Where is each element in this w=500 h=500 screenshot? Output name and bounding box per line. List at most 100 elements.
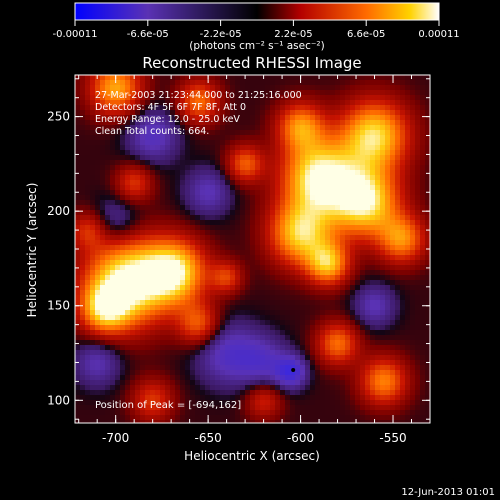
heatmap-cell	[220, 115, 226, 121]
heatmap-cell	[85, 225, 91, 231]
heatmap-cell	[215, 165, 221, 171]
heatmap-cell	[225, 95, 231, 101]
heatmap-cell	[95, 225, 101, 231]
heatmap-cell	[355, 415, 361, 421]
heatmap-cell	[210, 165, 216, 171]
heatmap-cell	[300, 75, 306, 81]
heatmap-cell	[100, 355, 106, 361]
heatmap-cell	[250, 275, 256, 281]
heatmap-cell	[295, 260, 301, 266]
heatmap-cell	[210, 200, 216, 206]
heatmap-cell	[255, 310, 261, 316]
heatmap-cell	[305, 280, 311, 286]
heatmap-cell	[290, 415, 296, 421]
heatmap-cell	[265, 270, 271, 276]
heatmap-cell	[410, 350, 416, 356]
heatmap-cell	[270, 385, 276, 391]
heatmap-cell	[120, 145, 126, 151]
heatmap-cell	[135, 420, 141, 423]
heatmap-cell	[255, 320, 261, 326]
heatmap-cell	[340, 380, 346, 386]
heatmap-cell	[85, 200, 91, 206]
heatmap-cell	[285, 115, 291, 121]
heatmap-cell	[320, 220, 326, 226]
heatmap-cell	[165, 85, 171, 91]
heatmap-cell	[370, 315, 376, 321]
heatmap-cell	[245, 235, 251, 241]
heatmap-cell	[415, 275, 421, 281]
heatmap-cell	[255, 220, 261, 226]
heatmap-cell	[265, 195, 271, 201]
heatmap-cell	[315, 375, 321, 381]
heatmap-cell	[280, 225, 286, 231]
heatmap-cell	[155, 360, 161, 366]
heatmap-cell	[85, 315, 91, 321]
heatmap-cell	[295, 245, 301, 251]
heatmap-cell	[195, 205, 201, 211]
heatmap-cell	[400, 165, 406, 171]
heatmap-cell	[195, 335, 201, 341]
heatmap-cell	[75, 305, 81, 311]
heatmap-cell	[135, 160, 141, 166]
heatmap-cell	[180, 150, 186, 156]
heatmap-cell	[250, 410, 256, 416]
heatmap-cell	[420, 355, 426, 361]
heatmap-cell	[210, 175, 216, 181]
heatmap-cell	[350, 200, 356, 206]
heatmap-cell	[120, 410, 126, 416]
heatmap-cell	[275, 230, 281, 236]
heatmap-cell	[265, 95, 271, 101]
heatmap-cell	[170, 85, 176, 91]
heatmap-cell	[175, 305, 181, 311]
heatmap-cell	[110, 290, 116, 296]
heatmap-cell	[405, 380, 411, 386]
heatmap-cell	[80, 355, 86, 361]
heatmap-cell	[115, 180, 121, 186]
heatmap-cell	[145, 355, 151, 361]
heatmap-cell	[95, 395, 101, 401]
heatmap-cell	[355, 240, 361, 246]
heatmap-cell	[110, 410, 116, 416]
heatmap-cell	[305, 360, 311, 366]
heatmap-cell	[240, 330, 246, 336]
heatmap-cell	[280, 340, 286, 346]
heatmap-cell	[100, 235, 106, 241]
heatmap-cell	[240, 125, 246, 131]
heatmap-cell	[345, 80, 351, 86]
heatmap-cell	[255, 225, 261, 231]
heatmap-cell	[110, 275, 116, 281]
heatmap-cell	[240, 90, 246, 96]
heatmap-cell	[385, 355, 391, 361]
heatmap-cell	[145, 185, 151, 191]
heatmap-cell	[295, 160, 301, 166]
heatmap-cell	[165, 265, 171, 271]
heatmap-cell	[195, 245, 201, 251]
heatmap-cell	[380, 255, 386, 261]
heatmap-cell	[390, 325, 396, 331]
heatmap-cell	[95, 365, 101, 371]
heatmap-cell	[120, 350, 126, 356]
heatmap-cell	[200, 365, 206, 371]
heatmap-cell	[280, 355, 286, 361]
heatmap-cell	[130, 145, 136, 151]
heatmap-cell	[290, 350, 296, 356]
heatmap-cell	[385, 335, 391, 341]
heatmap-cell	[330, 200, 336, 206]
heatmap-cell	[110, 130, 116, 136]
heatmap-cell	[125, 140, 131, 146]
heatmap-cell	[290, 250, 296, 256]
heatmap-cell	[370, 110, 376, 116]
heatmap-cell	[400, 370, 406, 376]
heatmap-cell	[275, 80, 281, 86]
heatmap-cell	[305, 150, 311, 156]
heatmap-cell	[85, 130, 91, 136]
heatmap-cell	[280, 215, 286, 221]
heatmap-cell	[105, 375, 111, 381]
heatmap-cell	[385, 420, 391, 423]
heatmap-cell	[180, 400, 186, 406]
heatmap-cell	[185, 145, 191, 151]
heatmap-cell	[195, 165, 201, 171]
heatmap-cell	[260, 155, 266, 161]
heatmap-cell	[315, 185, 321, 191]
heatmap-cell	[185, 335, 191, 341]
